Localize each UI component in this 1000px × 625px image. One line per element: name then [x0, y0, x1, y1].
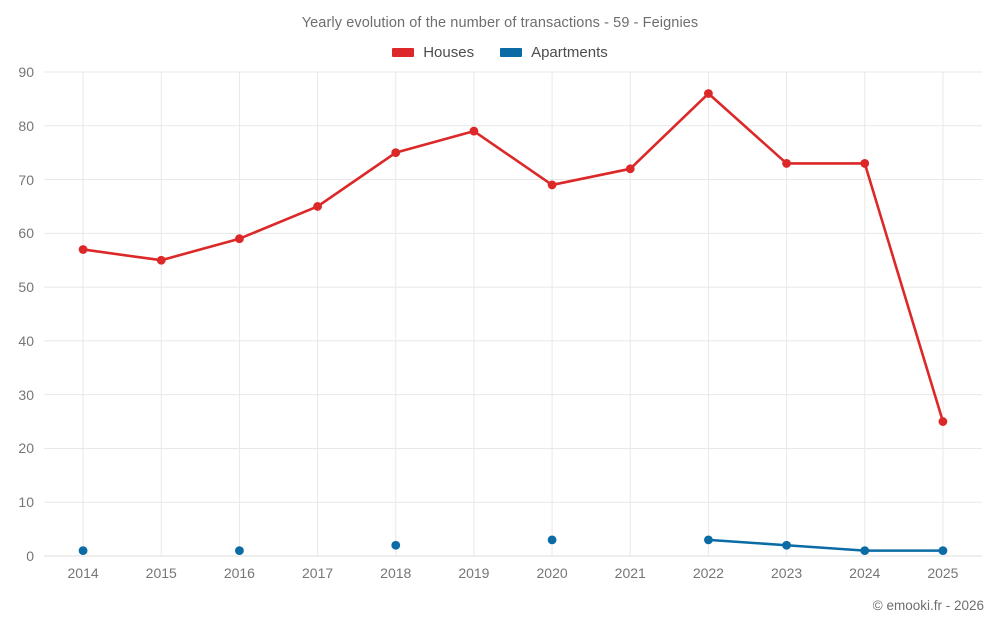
y-axis-tick-label: 10 [18, 494, 34, 511]
legend-item-houses[interactable]: Houses [392, 44, 474, 61]
data-point-apartments[interactable] [704, 535, 713, 545]
y-axis: 0 10 20 30 40 50 60 70 80 90 [0, 65, 34, 563]
data-point-apartments[interactable] [938, 546, 948, 556]
data-point-apartments[interactable] [860, 546, 870, 556]
data-point-apartments[interactable] [235, 546, 244, 556]
y-axis-tick-label: 80 [18, 117, 34, 134]
chart-title: Yearly evolution of the number of transa… [301, 15, 699, 31]
x-axis-tick-label: 2021 [614, 565, 646, 581]
data-point-houses[interactable] [938, 417, 948, 426]
chart-legend: Houses Apartments [0, 44, 1000, 61]
x-axis-tick-label: 2018 [380, 565, 412, 581]
data-point-houses[interactable] [391, 148, 401, 158]
legend-item-apartments[interactable]: Apartments [500, 44, 608, 61]
y-axis-tick-label: 50 [18, 279, 34, 296]
data-point-houses[interactable] [235, 234, 244, 244]
data-point-houses[interactable] [78, 245, 88, 254]
x-axis-tick-label: 2024 [849, 565, 881, 581]
legend-label-houses: Houses [423, 44, 475, 61]
data-point-apartments[interactable] [391, 540, 401, 550]
y-axis-tick-label: 40 [18, 332, 34, 349]
legend-swatch-icon-houses [392, 48, 415, 57]
y-axis-tick-label: 70 [18, 171, 34, 188]
y-axis-tick-label: 30 [18, 386, 34, 403]
data-point-houses[interactable] [156, 255, 166, 265]
x-axis: 2014 2015 2016 2017 2018 2019 2020 2021 2022 2023… [44, 566, 982, 590]
x-axis-tick-label: 2017 [302, 565, 334, 581]
data-point-apartments[interactable] [78, 546, 88, 556]
x-axis-tick-label: 2023 [771, 565, 803, 581]
x-axis-tick-label: 2015 [145, 565, 177, 581]
x-axis-tick-label: 2022 [692, 565, 724, 581]
x-axis-tick-label: 2014 [67, 565, 99, 581]
data-point-houses[interactable] [313, 202, 322, 211]
legend-label-apartments: Apartments [531, 44, 608, 61]
data-point-houses[interactable] [625, 164, 635, 174]
data-point-houses[interactable] [860, 159, 870, 168]
series-line-houses [81, 92, 945, 423]
y-axis-tick-label: 90 [18, 64, 34, 80]
data-point-houses[interactable] [547, 180, 557, 190]
data-point-houses[interactable] [469, 126, 479, 136]
x-axis-tick-label: 2020 [536, 565, 568, 581]
data-point-houses[interactable] [704, 89, 713, 98]
y-axis-tick-label: 0 [26, 548, 34, 564]
series-line-apartments [707, 538, 945, 552]
chart-plot-svg [44, 71, 982, 557]
data-point-apartments[interactable] [782, 540, 791, 550]
y-axis-tick-label: 20 [18, 440, 34, 457]
data-point-apartments[interactable] [547, 535, 557, 545]
plot-area [44, 71, 982, 557]
legend-swatch-icon-apartments [500, 48, 523, 57]
y-axis-tick-label: 60 [18, 225, 34, 242]
x-axis-tick-label: 2016 [223, 565, 255, 581]
data-point-houses[interactable] [782, 159, 791, 168]
x-axis-tick-label: 2019 [458, 565, 490, 581]
footer-credit: © emooki.fr - 2026 [872, 598, 984, 613]
x-axis-tick-label: 2025 [927, 565, 959, 581]
